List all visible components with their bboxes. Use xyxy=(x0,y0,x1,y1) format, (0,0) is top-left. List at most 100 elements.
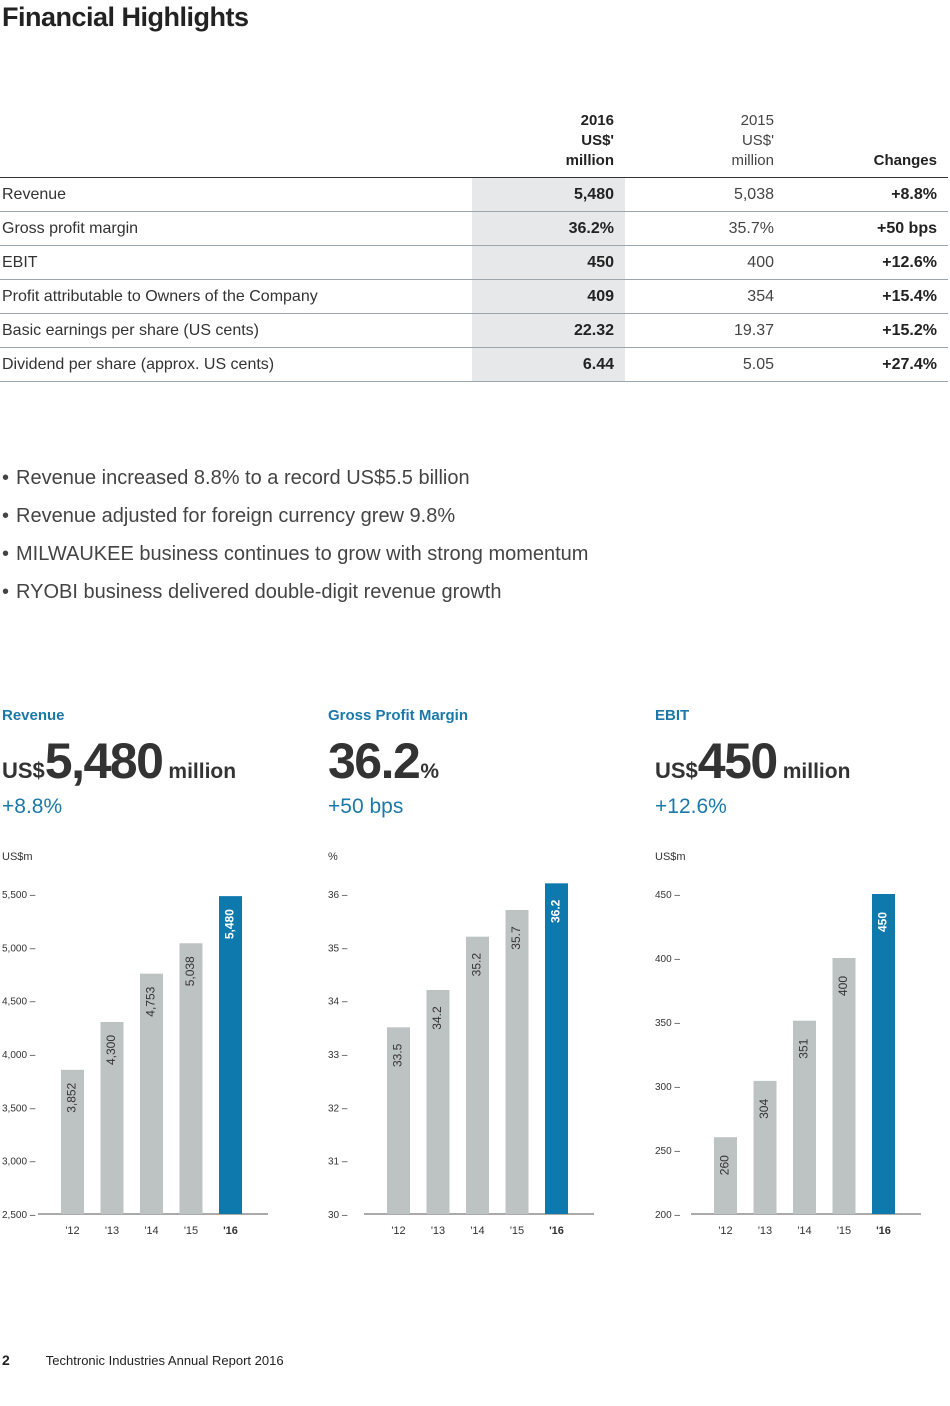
value-change: +12.6% xyxy=(882,254,937,271)
y-tick-label: 2,500 – xyxy=(2,1210,36,1221)
bar xyxy=(714,1137,737,1214)
header-changes: Changes xyxy=(873,152,937,169)
value-change: +8.8% xyxy=(891,186,937,203)
row-label: Gross profit margin xyxy=(2,220,139,237)
x-tick-label: '15 xyxy=(510,1225,524,1237)
bar xyxy=(179,943,203,1214)
x-tick-label: '14 xyxy=(144,1225,158,1237)
ebit-kpi: EBIT US$450 million +12.6% xyxy=(655,706,950,820)
bar-value-label: 4,300 xyxy=(104,1035,118,1065)
footer-text: Techtronic Industries Annual Report 2016 xyxy=(45,1353,284,1368)
y-tick-label: 250 – xyxy=(655,1146,680,1157)
y-tick-label: 31 – xyxy=(328,1157,348,1168)
kpi-label: Gross Profit Margin xyxy=(328,707,469,724)
bar xyxy=(466,936,489,1214)
bar-value-label: 36.2 xyxy=(549,899,563,923)
header-2016-year: 2016 xyxy=(580,112,614,129)
kpi-headline: US$5,480 million xyxy=(2,734,302,788)
bar-value-label: 5,038 xyxy=(183,956,197,986)
axis-unit-label: US$m xyxy=(2,851,33,863)
kpi-suffix: % xyxy=(420,760,440,783)
value-2015: 400 xyxy=(747,254,774,271)
y-tick-label: 33 – xyxy=(328,1050,348,1061)
bar-value-label: 33.5 xyxy=(391,1043,405,1067)
bar-value-label: 304 xyxy=(757,1099,771,1119)
x-tick-label: '13 xyxy=(105,1225,119,1237)
table-row: EBIT 450 400 +12.6% xyxy=(0,246,948,280)
kpi-change: +50 bps xyxy=(328,795,404,818)
row-label: Dividend per share (approx. US cents) xyxy=(2,356,275,373)
kpi-value: 450 xyxy=(697,733,778,789)
value-change: +15.4% xyxy=(882,288,937,305)
value-change: +50 bps xyxy=(876,220,937,237)
x-tick-label: '12 xyxy=(65,1225,79,1237)
x-tick-label: '12 xyxy=(718,1225,732,1237)
x-tick-label: '15 xyxy=(837,1225,851,1237)
x-tick-label: '12 xyxy=(391,1225,405,1237)
value-2015: 35.7% xyxy=(728,220,774,237)
bar xyxy=(832,958,856,1214)
kpi-headline: US$450 million xyxy=(655,734,950,788)
page-title: Financial Highlights xyxy=(2,2,249,32)
header-2016-currency: US$' xyxy=(581,132,614,149)
y-tick-label: 3,500 – xyxy=(2,1103,36,1114)
table-row: Basic earnings per share (US cents) 22.3… xyxy=(0,314,948,348)
value-2016: 22.32 xyxy=(472,314,625,347)
kpi-suffix: million xyxy=(168,760,237,783)
row-label: Basic earnings per share (US cents) xyxy=(2,322,259,339)
y-tick-label: 35 – xyxy=(328,943,348,954)
y-tick-label: 36 – xyxy=(328,890,348,901)
bar xyxy=(753,1080,777,1214)
highlights-list: Revenue increased 8.8% to a record US$5.… xyxy=(2,459,588,611)
bar xyxy=(505,910,529,1214)
header-2015-year: 2015 xyxy=(740,112,774,129)
value-2016: 36.2% xyxy=(472,212,625,245)
bar xyxy=(140,973,163,1214)
y-tick-label: 200 – xyxy=(655,1210,680,1221)
row-label: Revenue xyxy=(2,186,67,203)
x-tick-label: '14 xyxy=(470,1225,484,1237)
axis-unit-label: US$m xyxy=(655,851,686,863)
bar xyxy=(426,990,450,1214)
bar xyxy=(545,883,568,1214)
kpi-prefix: US$ xyxy=(655,758,698,783)
x-tick-label: '15 xyxy=(184,1225,198,1237)
value-2015: 19.37 xyxy=(733,322,774,339)
bar-value-label: 5,480 xyxy=(223,909,237,939)
highlight-item: Revenue increased 8.8% to a record US$5.… xyxy=(2,459,588,497)
value-2015: 5.05 xyxy=(742,356,774,373)
table-header: 2016 US$' million 2015 US$' million Chan… xyxy=(0,105,948,178)
y-tick-label: 5,500 – xyxy=(2,890,36,901)
bar-value-label: 351 xyxy=(797,1038,811,1058)
x-tick-label: '16 xyxy=(876,1225,891,1237)
y-tick-label: 34 – xyxy=(328,997,348,1008)
value-2016: 409 xyxy=(472,280,625,313)
page-number: 2 xyxy=(2,1352,10,1368)
kpi-change: +12.6% xyxy=(655,795,727,818)
x-tick-label: '13 xyxy=(758,1225,772,1237)
y-tick-label: 350 – xyxy=(655,1018,680,1029)
bar xyxy=(872,894,895,1214)
bar xyxy=(219,896,242,1214)
bar-value-label: 260 xyxy=(718,1155,732,1175)
gross-profit-margin-chart: % 30 – 31 – 32 – 33 – 34 – 35 – 36 – 33.5 '12 34.2… xyxy=(328,851,594,1237)
header-2015: 2015 US$' million xyxy=(624,111,774,171)
kpi-label: EBIT xyxy=(655,707,690,724)
y-tick-label: 300 – xyxy=(655,1082,680,1093)
table-row: Profit attributable to Owners of the Com… xyxy=(0,280,948,314)
bar xyxy=(793,1020,816,1214)
bar-value-label: 400 xyxy=(836,976,850,996)
bar-value-label: 3,852 xyxy=(65,1082,79,1112)
header-2016-unit: million xyxy=(565,152,614,169)
x-tick-label: '14 xyxy=(797,1225,811,1237)
kpi-label: Revenue xyxy=(2,707,65,724)
value-2016: 5,480 xyxy=(472,178,625,211)
kpi-value: 36.2 xyxy=(328,733,421,789)
x-tick-label: '16 xyxy=(549,1225,564,1237)
highlight-item: RYOBI business delivered double-digit re… xyxy=(2,573,588,611)
header-2015-currency: US$' xyxy=(741,132,774,149)
kpi-headline: 36.2% xyxy=(328,734,628,788)
highlight-item: Revenue adjusted for foreign currency gr… xyxy=(2,497,588,535)
table-row: Gross profit margin 36.2% 35.7% +50 bps xyxy=(0,212,948,246)
y-tick-label: 4,500 – xyxy=(2,997,36,1008)
